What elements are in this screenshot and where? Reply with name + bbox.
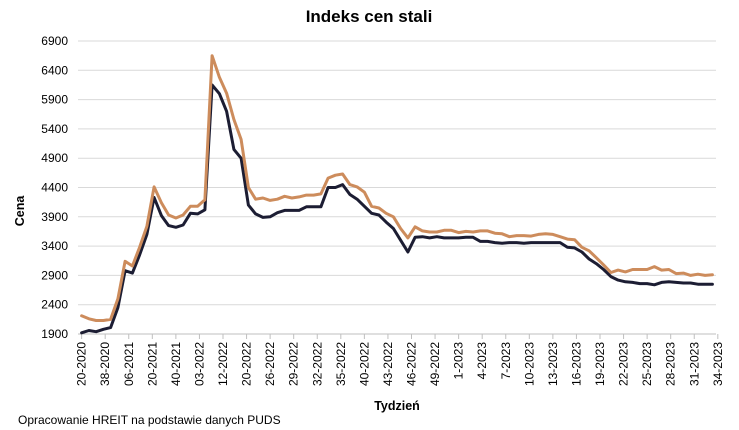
x-tick-label: 4-2023 — [475, 342, 489, 380]
y-tick-label: 6900 — [41, 34, 68, 48]
y-axis-title: Cena — [13, 195, 27, 227]
y-tick-label: 5900 — [41, 93, 68, 107]
y-tick-label: 5400 — [41, 122, 68, 136]
x-tick-label: 31-2023 — [687, 342, 701, 386]
x-tick-label: 16-2023 — [569, 342, 583, 386]
x-tick-label: 25-2023 — [640, 342, 654, 386]
series-line-1 — [80, 83, 714, 335]
plot-lines — [80, 54, 714, 335]
x-tick-label: 1-2023 — [452, 342, 466, 380]
x-tick-label: 20-2021 — [145, 342, 159, 386]
x-axis-ticks: 20-2020 38-2020 06-2021 20-2021 40-2021 03-20… — [75, 334, 725, 386]
y-tick-label: 3900 — [41, 210, 68, 224]
y-tick-label: 2400 — [41, 298, 68, 312]
y-tick-label: 2900 — [41, 268, 68, 282]
x-tick-label: 06-2021 — [122, 342, 136, 386]
source-note: Opracowanie HREIT na podstawie danych PU… — [18, 413, 281, 427]
grid-lines — [78, 40, 716, 306]
x-tick-label: 28-2023 — [664, 342, 678, 386]
chart-title: Indeks cen stali — [306, 7, 433, 26]
x-axis-title: Tydzień — [374, 399, 420, 413]
x-tick-label: 19-2023 — [593, 342, 607, 386]
x-tick-label: 03-2022 — [192, 342, 206, 386]
x-tick-label: 46-2022 — [405, 342, 419, 386]
x-tick-label: 20-2020 — [75, 342, 89, 386]
x-tick-label: 49-2022 — [428, 342, 442, 386]
x-tick-label: 22-2023 — [617, 342, 631, 386]
x-tick-label: 43-2022 — [381, 342, 395, 386]
x-tick-label: 29-2022 — [287, 342, 301, 386]
x-tick-label: 32-2022 — [310, 342, 324, 386]
x-tick-label: 38-2020 — [98, 342, 112, 386]
x-tick-label: 10-2023 — [522, 342, 536, 386]
x-tick-label: 35-2022 — [334, 342, 348, 386]
x-tick-label: 34-2023 — [711, 342, 725, 386]
series-line-2 — [80, 54, 714, 322]
x-tick-label: 40-2021 — [169, 342, 183, 386]
x-tick-label: 12-2022 — [216, 342, 230, 386]
y-tick-label: 4400 — [41, 181, 68, 195]
x-tick-label: 20-2022 — [240, 342, 254, 386]
y-tick-label: 3400 — [41, 239, 68, 253]
y-tick-label: 4900 — [41, 151, 68, 165]
x-tick-label: 26-2022 — [263, 342, 277, 386]
x-tick-label: 7-2023 — [499, 342, 513, 380]
y-tick-label: 1900 — [41, 327, 68, 341]
y-tick-label: 6400 — [41, 63, 68, 77]
y-axis-ticks: 1900 2400 2900 3400 3900 4400 4900 5400 5900 6400… — [41, 34, 68, 341]
x-tick-label: 13-2023 — [546, 342, 560, 386]
x-tick-label: 40-2022 — [357, 342, 371, 386]
